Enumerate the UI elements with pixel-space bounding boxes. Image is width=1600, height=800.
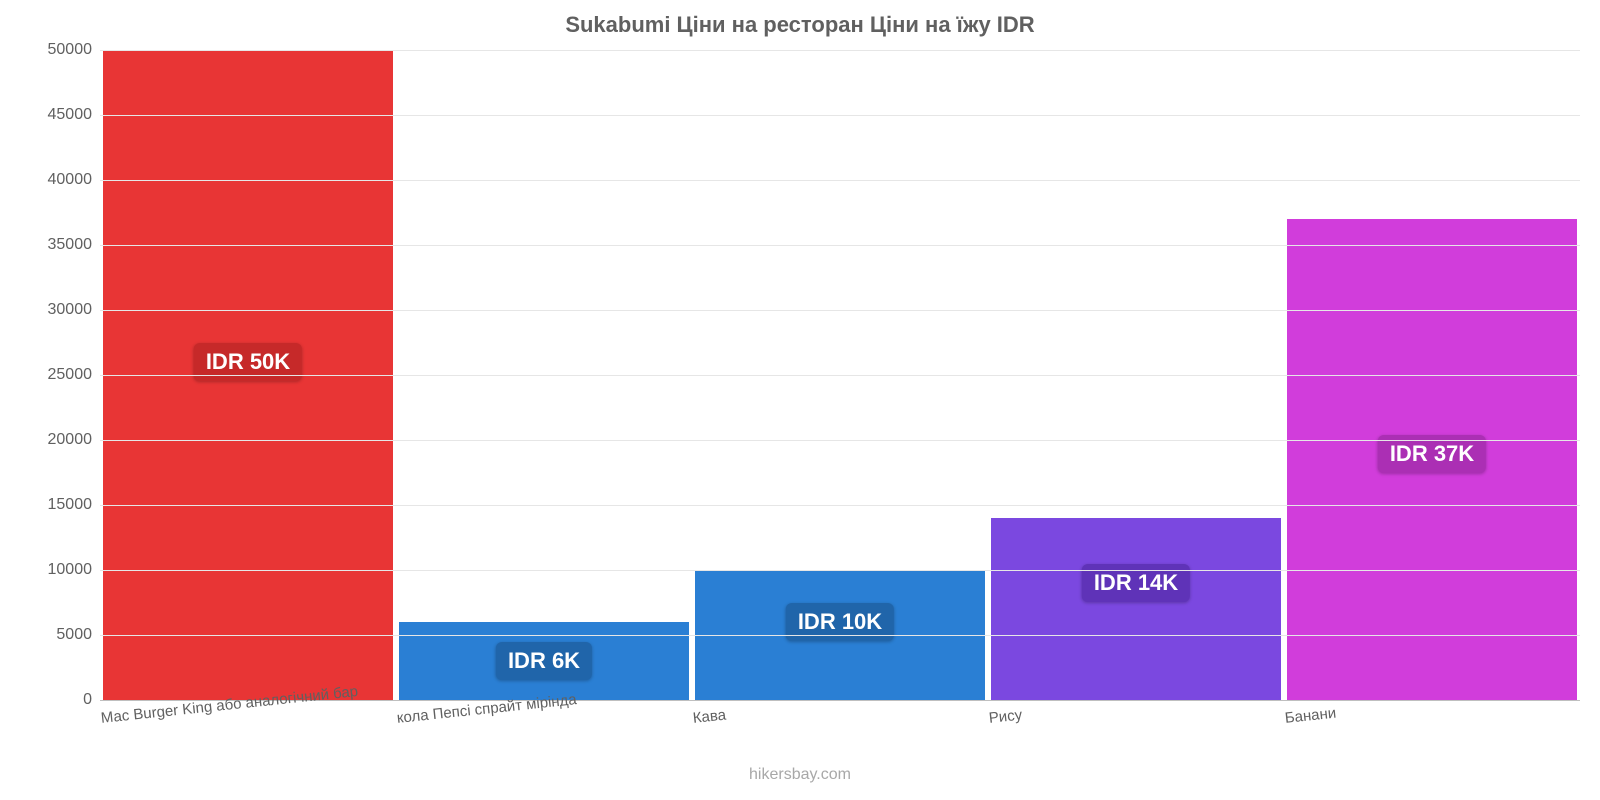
bar-value-label: IDR 37K xyxy=(1378,435,1486,473)
y-tick-label: 50000 xyxy=(2,41,92,59)
gridline xyxy=(100,115,1580,116)
gridline xyxy=(100,570,1580,571)
chart-title: Sukabumi Ціни на ресторан Ціни на їжу ID… xyxy=(0,12,1600,38)
y-tick-label: 30000 xyxy=(2,301,92,319)
x-tick-label: Банани xyxy=(1284,705,1337,727)
plot-area: IDR 50KIDR 6KIDR 10KIDR 14KIDR 37K xyxy=(100,50,1580,700)
y-tick-label: 25000 xyxy=(2,366,92,384)
y-axis: 0500010000150002000025000300003500040000… xyxy=(0,50,100,700)
gridline xyxy=(100,50,1580,51)
y-tick-label: 20000 xyxy=(2,431,92,449)
y-tick-label: 5000 xyxy=(2,626,92,644)
attribution-text: hikersbay.com xyxy=(0,766,1600,784)
y-tick-label: 35000 xyxy=(2,236,92,254)
gridline xyxy=(100,310,1580,311)
price-bar-chart: Sukabumi Ціни на ресторан Ціни на їжу ID… xyxy=(0,0,1600,800)
gridline xyxy=(100,440,1580,441)
y-tick-label: 15000 xyxy=(2,496,92,514)
gridline xyxy=(100,375,1580,376)
y-tick-label: 45000 xyxy=(2,106,92,124)
x-tick-label: Кава xyxy=(692,707,727,727)
y-tick-label: 0 xyxy=(2,691,92,709)
gridline xyxy=(100,635,1580,636)
y-tick-label: 10000 xyxy=(2,561,92,579)
x-tick-label: Рису xyxy=(988,707,1023,727)
x-axis-labels: Мас Burger King або аналогічний баркола … xyxy=(100,702,1580,762)
gridline xyxy=(100,245,1580,246)
bar xyxy=(991,518,1281,700)
gridline xyxy=(100,505,1580,506)
gridline xyxy=(100,180,1580,181)
bar-value-label: IDR 6K xyxy=(496,642,592,680)
y-tick-label: 40000 xyxy=(2,171,92,189)
